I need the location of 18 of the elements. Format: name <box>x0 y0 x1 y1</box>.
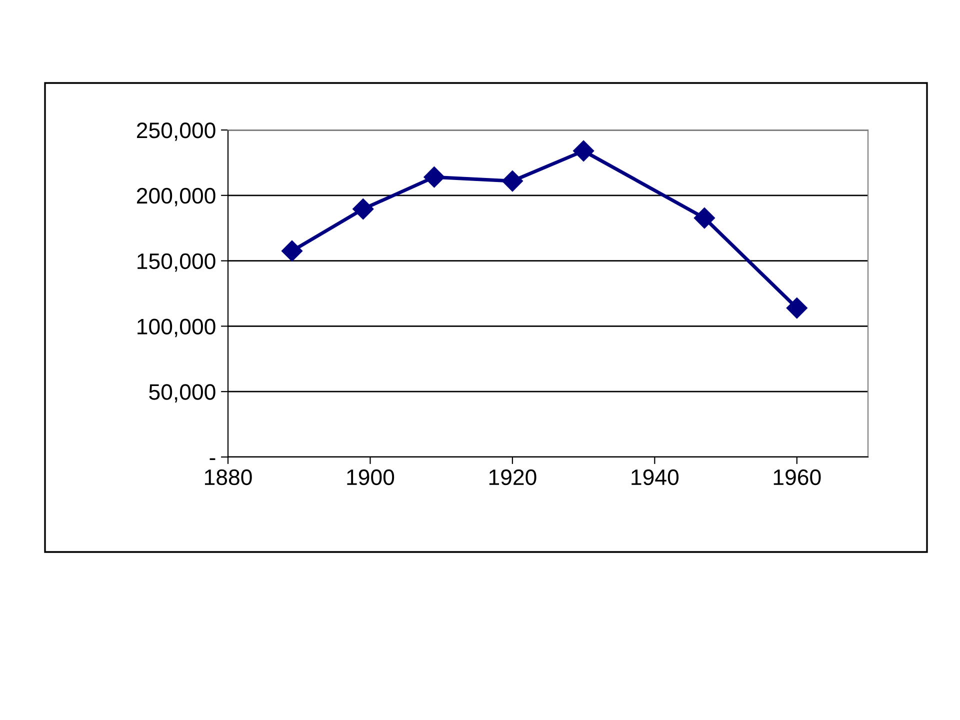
x-tick-label: 1900 <box>347 469 394 486</box>
y-tick-label: 150,000 <box>138 253 216 272</box>
point <box>424 166 445 188</box>
y-tick-label: 50,000 <box>149 384 216 402</box>
x-tick-label: 1920 <box>489 469 536 486</box>
y-tick-label: 200,000 <box>136 188 216 206</box>
y-tick-label: 250,000 <box>136 122 216 141</box>
x-tick-label: 1960 <box>774 469 821 486</box>
point <box>573 140 594 162</box>
x-tick-label: 1880 <box>204 469 252 486</box>
x-tick-label: 1940 <box>632 469 679 486</box>
point <box>502 170 523 192</box>
point <box>352 198 374 220</box>
point <box>786 298 808 319</box>
point <box>281 240 303 262</box>
y-tick-label: - <box>210 458 216 460</box>
point <box>694 208 715 229</box>
y-tick-label: 100,000 <box>138 318 216 338</box>
